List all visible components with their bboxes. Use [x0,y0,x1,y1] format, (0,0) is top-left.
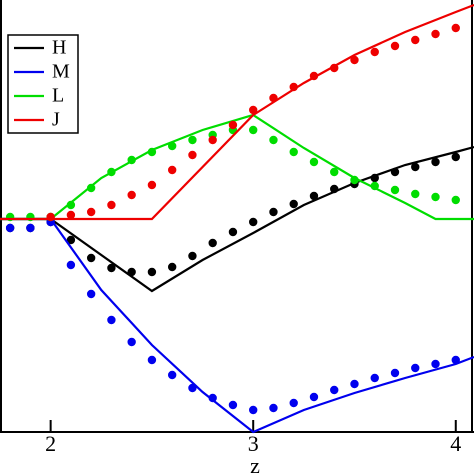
data-point [451,152,460,162]
data-point [309,71,319,81]
data-point [66,260,76,270]
data-point [147,267,157,277]
data-point [249,217,258,227]
data-point [411,363,420,373]
data-point [390,368,400,378]
data-point [188,251,197,261]
legend-box [7,34,79,134]
legend-label: H [52,37,66,59]
data-point [127,155,136,165]
data-point [309,392,319,402]
data-point [127,190,136,200]
x-tick-label: 3 [248,431,259,456]
data-point [431,29,440,39]
data-point [309,157,319,167]
data-point [350,175,359,185]
data-point [390,167,400,177]
data-point [188,383,197,393]
data-point [107,315,116,325]
data-point [208,393,217,403]
data-point [289,398,298,408]
data-point [269,207,278,217]
data-point [86,207,96,217]
data-point [147,355,157,365]
legend-label: J [52,109,60,131]
data-point [5,223,15,233]
data-point [451,195,460,205]
data-point [107,200,116,210]
data-point [350,379,359,389]
data-point [289,199,298,209]
data-point [26,223,35,233]
x-tick-label: 2 [45,431,56,456]
data-point [431,359,440,369]
data-point [289,82,298,92]
data-point [147,147,157,157]
data-point [269,135,278,145]
data-point [451,355,460,365]
x-axis-label: z [250,453,260,474]
data-point [228,227,238,237]
data-point [390,185,400,195]
data-point [228,400,238,410]
series-line [0,217,474,434]
x-tick-label: 4 [450,431,461,456]
data-point [330,385,339,395]
data-point [330,167,339,177]
data-point [390,41,400,51]
data-point [66,200,76,210]
data-point [147,180,157,190]
data-point [208,135,217,145]
data-point [188,150,197,160]
data-point [107,263,116,273]
legend-label: L [52,85,64,107]
data-point [370,373,379,383]
data-point [411,189,420,199]
data-point [330,184,339,194]
data-point [431,192,440,202]
data-point [249,405,258,415]
data-point [86,289,96,299]
data-point [46,212,55,222]
series-line [0,145,474,293]
data-point [451,23,460,33]
series-line [0,3,474,221]
data-point [167,370,177,380]
data-point [289,147,298,157]
legend-label: M [52,61,70,83]
data-point [370,173,379,183]
data-point [127,267,136,277]
data-point [249,125,258,135]
data-point [309,191,319,201]
data-point [350,55,359,65]
data-point [86,253,96,263]
data-point [208,238,217,248]
data-point [228,120,238,130]
data-point [167,165,177,175]
data-point [431,157,440,167]
data-point [66,235,76,245]
data-point [269,93,278,103]
data-point [411,162,420,172]
data-point [330,63,339,73]
data-point [249,105,258,115]
data-point [370,181,379,191]
data-point [86,183,96,193]
data-point [269,403,278,413]
data-point [167,141,177,151]
data-point [370,47,379,57]
data-point [107,167,116,177]
data-point [411,35,420,45]
data-point [167,262,177,272]
data-point [127,337,136,347]
data-point [66,210,76,220]
data-point [188,135,197,145]
